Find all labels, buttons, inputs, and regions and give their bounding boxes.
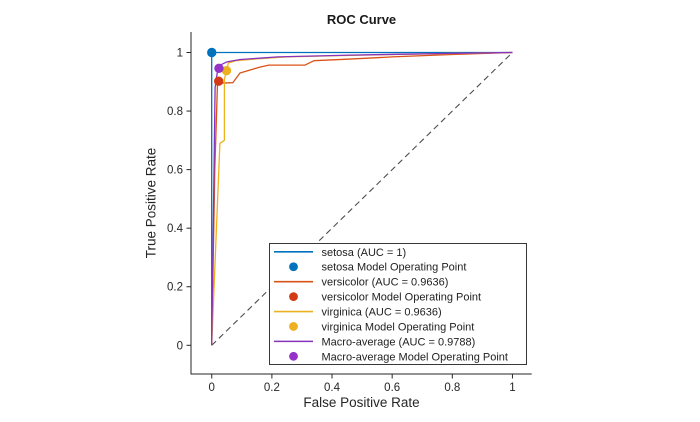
x-tick-label: 0.8 [444,382,460,394]
legend-marker-swatch [289,262,298,272]
legend-entry: Macro-average (AUC = 0.9788) [274,336,475,348]
y-axis-label: True Positive Rate [143,147,159,259]
x-axis-label: False Positive Rate [303,395,420,410]
legend-label: Macro-average (AUC = 0.9788) [322,336,476,348]
y-tick-label: 1 [177,47,183,59]
legend-entry: setosa (AUC = 1) [274,247,406,259]
y-tick-label: 0.6 [167,165,183,177]
legend-label: setosa Model Operating Point [322,262,467,274]
legend-label: virginica Model Operating Point [322,321,475,333]
x-tick-label: 0.6 [384,382,400,394]
legend-entry: versicolor (AUC = 0.9636) [274,277,448,289]
setosa-operating-point-marker [207,47,217,58]
legend-label: virginica (AUC = 0.9636) [322,307,442,319]
legend-marker-swatch [289,322,298,331]
legend-label: versicolor (AUC = 0.9636) [322,277,449,289]
legend-label: versicolor Model Operating Point [322,292,482,304]
legend: setosa (AUC = 1) setosa Model Operating P… [269,243,527,365]
x-tick-label: 0.4 [324,382,341,394]
chart-title: ROC Curve [326,12,397,27]
legend-entry: Macro-average Model Operating Point [289,351,508,363]
legend-marker-swatch [289,351,298,361]
versicolor-operating-point-marker [213,76,224,86]
x-tick-label: 0.2 [264,382,280,394]
legend-entry: setosa Model Operating Point [289,262,466,274]
legend-marker-swatch [289,292,298,301]
legend-box [269,243,527,365]
legend-entry: versicolor Model Operating Point [289,292,481,304]
y-tick-label: 0.2 [167,282,183,294]
y-tick-label: 0.4 [167,223,184,235]
Macro-average-operating-point-marker [214,63,224,74]
x-tick-label: 1 [509,382,515,394]
x-tick-label: 0 [209,382,215,394]
legend-label: setosa (AUC = 1) [322,247,407,259]
y-tick-label: 0 [177,340,183,352]
y-tick-label: 0.8 [167,106,183,118]
legend-entry: virginica Model Operating Point [289,321,474,333]
virginica-operating-point-marker [221,65,232,76]
legend-entry: virginica (AUC = 0.9636) [274,307,442,319]
legend-label: Macro-average Model Operating Point [322,351,508,363]
